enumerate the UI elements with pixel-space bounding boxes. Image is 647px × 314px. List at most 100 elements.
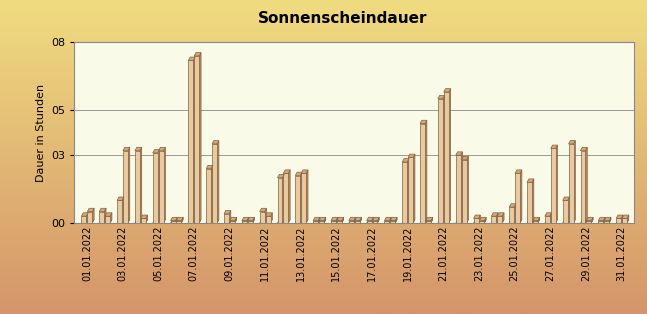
Polygon shape — [217, 141, 219, 223]
Polygon shape — [567, 197, 569, 223]
Polygon shape — [248, 219, 254, 223]
Polygon shape — [319, 219, 326, 223]
Bar — [99, 212, 104, 223]
Polygon shape — [496, 213, 498, 223]
Polygon shape — [580, 147, 587, 151]
Polygon shape — [230, 217, 237, 221]
Text: Sonnenscheindauer: Sonnenscheindauer — [258, 11, 428, 26]
Polygon shape — [367, 217, 373, 221]
Polygon shape — [586, 147, 587, 223]
Polygon shape — [306, 170, 308, 223]
Bar — [527, 182, 532, 223]
Polygon shape — [527, 219, 534, 223]
Polygon shape — [181, 217, 183, 223]
Polygon shape — [355, 217, 362, 221]
Bar — [498, 216, 502, 223]
Polygon shape — [123, 147, 130, 151]
Bar — [283, 173, 289, 223]
Polygon shape — [479, 217, 486, 221]
Polygon shape — [313, 217, 320, 221]
Bar — [117, 200, 122, 223]
Polygon shape — [229, 210, 231, 223]
Polygon shape — [377, 217, 379, 223]
Polygon shape — [408, 154, 415, 158]
Polygon shape — [99, 219, 106, 223]
Polygon shape — [146, 215, 148, 223]
Bar — [491, 216, 496, 223]
Bar — [171, 221, 175, 223]
Bar — [622, 219, 627, 223]
Polygon shape — [87, 213, 88, 223]
Polygon shape — [402, 219, 409, 223]
Polygon shape — [82, 219, 88, 223]
Bar — [141, 219, 146, 223]
Bar — [188, 60, 193, 223]
Polygon shape — [159, 219, 166, 223]
Polygon shape — [509, 219, 516, 223]
Polygon shape — [545, 213, 552, 216]
Polygon shape — [289, 170, 290, 223]
Bar — [367, 221, 371, 223]
Bar — [295, 176, 300, 223]
Polygon shape — [270, 213, 272, 223]
Bar — [444, 92, 449, 223]
Polygon shape — [479, 215, 480, 223]
Polygon shape — [603, 217, 605, 223]
Polygon shape — [420, 219, 427, 223]
Polygon shape — [533, 219, 540, 223]
Polygon shape — [300, 172, 302, 223]
Polygon shape — [515, 170, 522, 173]
Bar — [545, 216, 550, 223]
Polygon shape — [515, 219, 522, 223]
Polygon shape — [235, 217, 237, 223]
Bar — [123, 151, 128, 223]
Polygon shape — [390, 219, 397, 223]
Polygon shape — [426, 219, 433, 223]
Polygon shape — [444, 219, 450, 223]
Bar — [224, 214, 229, 223]
Polygon shape — [177, 217, 183, 221]
Bar — [212, 144, 217, 223]
Polygon shape — [188, 219, 195, 223]
Bar — [105, 216, 110, 223]
Bar — [153, 153, 158, 223]
Polygon shape — [230, 219, 237, 223]
Polygon shape — [278, 174, 284, 178]
Polygon shape — [438, 95, 444, 99]
Bar — [248, 221, 253, 223]
Polygon shape — [342, 217, 344, 223]
Polygon shape — [123, 219, 130, 223]
Polygon shape — [389, 217, 391, 223]
Polygon shape — [355, 219, 362, 223]
Polygon shape — [188, 57, 195, 60]
Bar — [604, 221, 609, 223]
Polygon shape — [563, 197, 569, 200]
Polygon shape — [449, 89, 450, 223]
Bar — [82, 216, 87, 223]
Polygon shape — [616, 219, 623, 223]
Polygon shape — [498, 219, 504, 223]
Polygon shape — [194, 219, 201, 223]
Polygon shape — [598, 217, 605, 221]
Bar — [479, 221, 485, 223]
Polygon shape — [502, 213, 504, 223]
Polygon shape — [551, 219, 558, 223]
Polygon shape — [616, 215, 623, 219]
Polygon shape — [224, 210, 231, 214]
Bar — [87, 212, 93, 223]
Bar — [373, 221, 377, 223]
Polygon shape — [485, 217, 486, 223]
Polygon shape — [224, 219, 231, 223]
Bar — [177, 221, 181, 223]
Polygon shape — [324, 217, 326, 223]
Polygon shape — [498, 213, 504, 216]
Polygon shape — [242, 217, 248, 221]
Polygon shape — [206, 165, 213, 169]
Polygon shape — [598, 219, 605, 223]
Polygon shape — [455, 152, 463, 155]
Polygon shape — [491, 213, 498, 216]
Polygon shape — [212, 219, 219, 223]
Bar — [551, 149, 556, 223]
Bar — [408, 158, 413, 223]
Polygon shape — [159, 147, 166, 151]
